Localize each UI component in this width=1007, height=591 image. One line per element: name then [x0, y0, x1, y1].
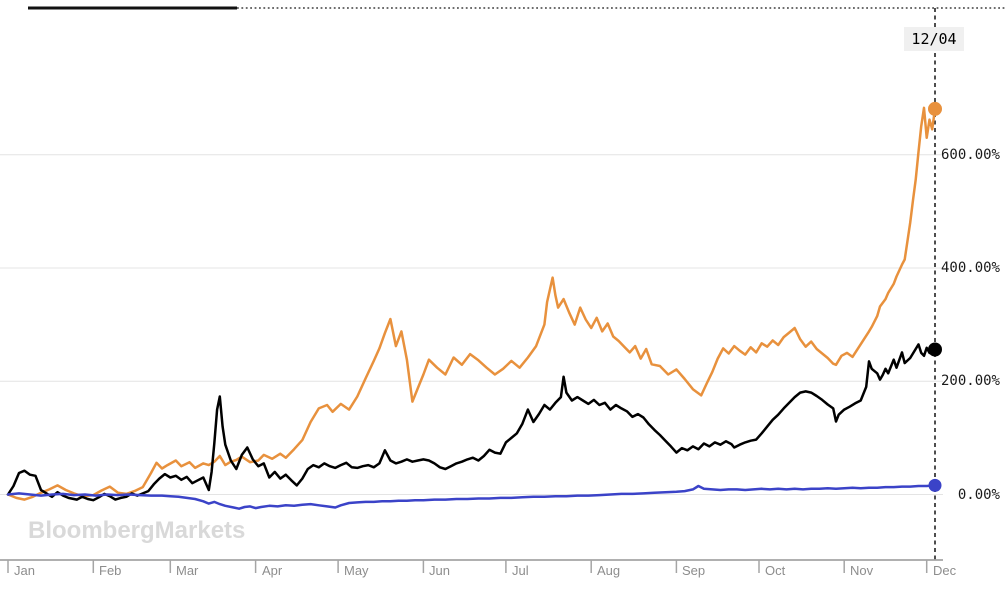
chart-series [6, 106, 937, 510]
month-ticks [7, 560, 928, 573]
black-series-end-dot [928, 342, 942, 357]
x-axis-label-may: May [344, 563, 369, 578]
x-axis-label-jun: Jun [429, 563, 450, 578]
x-axis-label-jul: Jul [512, 563, 529, 578]
date-cursor-tooltip: 12/04 [904, 27, 964, 51]
series-end-dots [928, 101, 942, 492]
x-axis-label-sep: Sep [682, 563, 706, 578]
blue-series-line [6, 484, 937, 510]
x-axis-label-feb: Feb [99, 563, 122, 578]
y-axis-label: 0.00% [957, 487, 1000, 503]
x-axis-label-oct: Oct [765, 563, 786, 578]
y-axis-label: 600.00% [940, 147, 1000, 163]
orange-series-end-dot [928, 101, 942, 116]
y-axis-label: 400.00% [940, 260, 1000, 276]
gridlines [0, 154, 943, 495]
x-axis-label-apr: Apr [262, 563, 283, 578]
y-axis-label: 200.00% [940, 373, 1000, 389]
bloomberg-markets-watermark: BloombergMarkets [28, 517, 246, 544]
orange-series-line [6, 106, 937, 501]
black-series-line [6, 343, 937, 502]
x-axis-label-mar: Mar [176, 563, 199, 578]
x-axis-label-jan: Jan [14, 563, 35, 578]
blue-series-end-dot [928, 478, 942, 492]
x-axis-label-dec: Dec [933, 563, 957, 578]
x-axis-label-aug: Aug [597, 563, 621, 578]
x-axis-label-nov: Nov [850, 563, 874, 578]
